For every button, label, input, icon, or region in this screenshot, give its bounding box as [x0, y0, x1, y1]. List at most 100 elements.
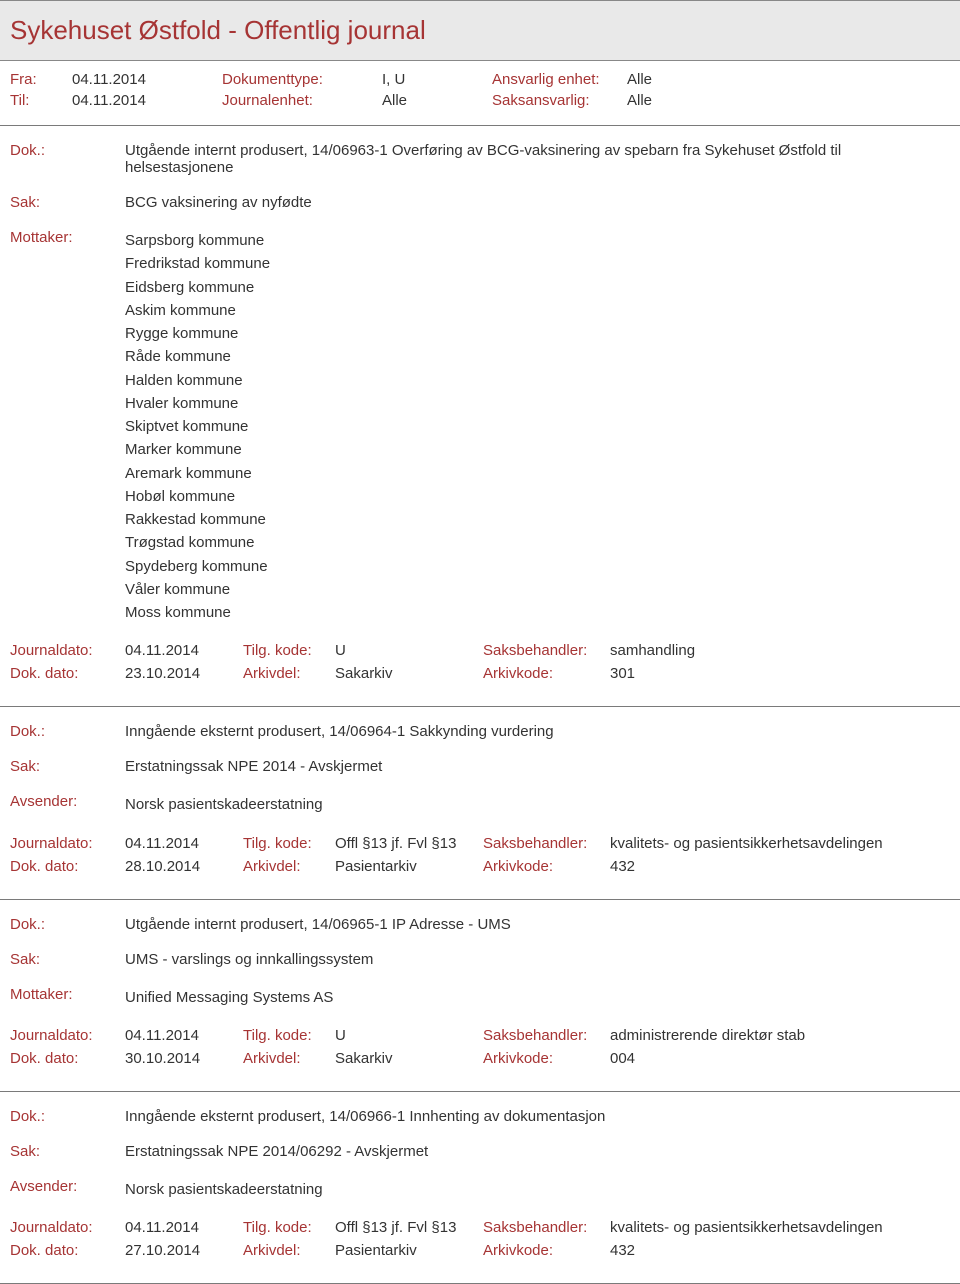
- dokdato-label: Dok. dato:: [10, 1050, 125, 1067]
- arkivkode-label: Arkivkode:: [483, 858, 610, 875]
- sak-label: Sak:: [10, 194, 125, 211]
- doktype-label: Dokumenttype:: [222, 71, 382, 88]
- doktype-value: I, U: [382, 71, 492, 88]
- journal-entry: Dok.:Utgående internt produsert, 14/0696…: [0, 126, 960, 700]
- tilgkode-value: Offl §13 jf. Fvl §13: [335, 835, 483, 852]
- party-item: Trøgstad kommune: [125, 531, 950, 554]
- meta-row-fra: Fra: 04.11.2014 Dokumenttype: I, U Ansva…: [10, 71, 950, 88]
- tilgkode-label: Tilg. kode:: [243, 642, 335, 659]
- arkivkode-label: Arkivkode:: [483, 1242, 610, 1259]
- arkivkode-value: 301: [610, 665, 950, 682]
- saksbehandler-value: samhandling: [610, 642, 950, 659]
- saksbehandler-label: Saksbehandler:: [483, 835, 610, 852]
- tilgkode-value: Offl §13 jf. Fvl §13: [335, 1219, 483, 1236]
- dok-row: Dok.:Utgående internt produsert, 14/0696…: [10, 916, 950, 933]
- arkivkode-label: Arkivkode:: [483, 1050, 610, 1067]
- tilgkode-label: Tilg. kode:: [243, 1219, 335, 1236]
- party-item: Unified Messaging Systems AS: [125, 986, 950, 1009]
- sak-value: Erstatningssak NPE 2014/06292 - Avskjerm…: [125, 1143, 950, 1160]
- party-item: Norsk pasientskadeerstatning: [125, 793, 950, 816]
- journaldato-value: 04.11.2014: [125, 1027, 243, 1044]
- dokdato-label: Dok. dato:: [10, 858, 125, 875]
- party-item: Spydeberg kommune: [125, 555, 950, 578]
- footer-row-1: Journaldato:04.11.2014Tilg. kode:USaksbe…: [10, 642, 950, 659]
- til-label: Til:: [10, 92, 72, 109]
- dok-label: Dok.:: [10, 142, 125, 159]
- dokdato-value: 27.10.2014: [125, 1242, 243, 1259]
- journaldato-label: Journaldato:: [10, 642, 125, 659]
- saksbehandler-value: administrerende direktør stab: [610, 1027, 950, 1044]
- journaldato-label: Journaldato:: [10, 1219, 125, 1236]
- footer-row-2: Dok. dato:23.10.2014Arkivdel:SakarkivArk…: [10, 665, 950, 682]
- journaldato-value: 04.11.2014: [125, 1219, 243, 1236]
- party-item: Eidsberg kommune: [125, 276, 950, 299]
- dokdato-label: Dok. dato:: [10, 665, 125, 682]
- sak-value: BCG vaksinering av nyfødte: [125, 194, 950, 211]
- dok-row: Dok.:Inngående eksternt produsert, 14/06…: [10, 723, 950, 740]
- footer-row-2: Dok. dato:30.10.2014Arkivdel:SakarkivArk…: [10, 1050, 950, 1067]
- party-row: Avsender:Norsk pasientskadeerstatning: [10, 793, 950, 816]
- fra-label: Fra:: [10, 71, 72, 88]
- saksbehandler-value: kvalitets- og pasientsikkerhetsavdelinge…: [610, 835, 950, 852]
- party-item: Rygge kommune: [125, 322, 950, 345]
- footer-row-2: Dok. dato:28.10.2014Arkivdel:Pasientarki…: [10, 858, 950, 875]
- dok-label: Dok.:: [10, 916, 125, 933]
- dok-label: Dok.:: [10, 723, 125, 740]
- footer-row-2: Dok. dato:27.10.2014Arkivdel:Pasientarki…: [10, 1242, 950, 1259]
- arkivdel-label: Arkivdel:: [243, 1242, 335, 1259]
- party-item: Aremark kommune: [125, 462, 950, 485]
- sak-row: Sak:UMS - varslings og innkallingssystem: [10, 951, 950, 968]
- dokdato-label: Dok. dato:: [10, 1242, 125, 1259]
- dokdato-value: 30.10.2014: [125, 1050, 243, 1067]
- tilgkode-value: U: [335, 1027, 483, 1044]
- journaldato-label: Journaldato:: [10, 835, 125, 852]
- journaldato-value: 04.11.2014: [125, 642, 243, 659]
- sak-label: Sak:: [10, 1143, 125, 1160]
- party-item: Våler kommune: [125, 578, 950, 601]
- entries-container: Dok.:Utgående internt produsert, 14/0696…: [0, 126, 960, 1284]
- arkivkode-label: Arkivkode:: [483, 665, 610, 682]
- party-label: Mottaker:: [10, 986, 125, 1003]
- journaldato-value: 04.11.2014: [125, 835, 243, 852]
- arkivkode-value: 432: [610, 858, 950, 875]
- ansvarlig-label: Ansvarlig enhet:: [492, 71, 627, 88]
- party-item: Sarpsborg kommune: [125, 229, 950, 252]
- dok-value: Utgående internt produsert, 14/06963-1 O…: [125, 142, 950, 176]
- dok-value: Utgående internt produsert, 14/06965-1 I…: [125, 916, 950, 933]
- page-title: Sykehuset Østfold - Offentlig journal: [10, 15, 950, 46]
- footer-row-1: Journaldato:04.11.2014Tilg. kode:USaksbe…: [10, 1027, 950, 1044]
- party-item: Marker kommune: [125, 438, 950, 461]
- dok-row: Dok.:Inngående eksternt produsert, 14/06…: [10, 1108, 950, 1125]
- tilgkode-value: U: [335, 642, 483, 659]
- dok-row: Dok.:Utgående internt produsert, 14/0696…: [10, 142, 950, 176]
- arkivdel-value: Pasientarkiv: [335, 1242, 483, 1259]
- party-item: Fredrikstad kommune: [125, 252, 950, 275]
- journalenhet-label: Journalenhet:: [222, 92, 382, 109]
- dokdato-value: 28.10.2014: [125, 858, 243, 875]
- party-row: Avsender:Norsk pasientskadeerstatning: [10, 1178, 950, 1201]
- til-value: 04.11.2014: [72, 92, 222, 109]
- arkivkode-value: 432: [610, 1242, 950, 1259]
- party-item: Moss kommune: [125, 601, 950, 624]
- header-band: Sykehuset Østfold - Offentlig journal: [0, 0, 960, 61]
- journalenhet-value: Alle: [382, 92, 492, 109]
- journaldato-label: Journaldato:: [10, 1027, 125, 1044]
- sak-row: Sak:BCG vaksinering av nyfødte: [10, 194, 950, 211]
- party-item: Råde kommune: [125, 345, 950, 368]
- saksbehandler-value: kvalitets- og pasientsikkerhetsavdelinge…: [610, 1219, 950, 1236]
- party-item: Hobøl kommune: [125, 485, 950, 508]
- party-list: Sarpsborg kommuneFredrikstad kommuneEids…: [125, 229, 950, 624]
- footer-row-1: Journaldato:04.11.2014Tilg. kode:Offl §1…: [10, 1219, 950, 1236]
- sak-value: Erstatningssak NPE 2014 - Avskjermet: [125, 758, 950, 775]
- saksbehandler-label: Saksbehandler:: [483, 642, 610, 659]
- party-item: Skiptvet kommune: [125, 415, 950, 438]
- party-item: Rakkestad kommune: [125, 508, 950, 531]
- saksansvarlig-label: Saksansvarlig:: [492, 92, 627, 109]
- dok-value: Inngående eksternt produsert, 14/06964-1…: [125, 723, 950, 740]
- sak-row: Sak:Erstatningssak NPE 2014 - Avskjermet: [10, 758, 950, 775]
- dok-label: Dok.:: [10, 1108, 125, 1125]
- meta-block: Fra: 04.11.2014 Dokumenttype: I, U Ansva…: [0, 61, 960, 119]
- footer-row-1: Journaldato:04.11.2014Tilg. kode:Offl §1…: [10, 835, 950, 852]
- party-item: Hvaler kommune: [125, 392, 950, 415]
- arkivkode-value: 004: [610, 1050, 950, 1067]
